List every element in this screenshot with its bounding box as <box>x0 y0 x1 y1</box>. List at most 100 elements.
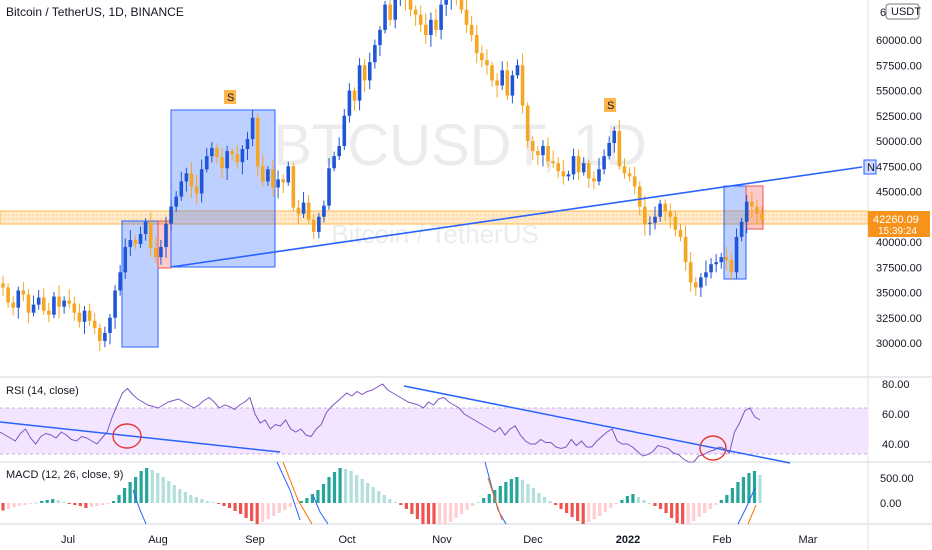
candle-body[interactable] <box>602 156 606 170</box>
candle-body[interactable] <box>16 290 21 308</box>
candle-body[interactable] <box>709 264 713 273</box>
candle-body[interactable] <box>220 157 224 169</box>
candle-body[interactable] <box>128 239 133 248</box>
candle-body[interactable] <box>648 222 652 224</box>
candle-body[interactable] <box>174 196 178 207</box>
candle-body[interactable] <box>286 166 291 183</box>
candle-body[interactable] <box>536 151 540 156</box>
candle-body[interactable] <box>133 239 138 245</box>
candle-body[interactable] <box>612 130 617 144</box>
candle-body[interactable] <box>245 138 250 150</box>
candle-body[interactable] <box>469 24 474 35</box>
candle-body[interactable] <box>678 229 683 237</box>
candle-body[interactable] <box>571 156 576 175</box>
candle-body[interactable] <box>525 105 530 141</box>
candle-body[interactable] <box>714 262 718 265</box>
currency-badge[interactable] <box>885 3 920 20</box>
candle-body[interactable] <box>357 65 362 101</box>
candle-body[interactable] <box>607 143 611 157</box>
candle-body[interactable] <box>423 24 428 35</box>
candle-body[interactable] <box>327 168 331 206</box>
candle-body[interactable] <box>587 163 591 179</box>
candle-body[interactable] <box>296 207 301 214</box>
price-axis[interactable]: 60000.00 57500.00 55000.00 52500.00 50000.00… <box>876 35 922 350</box>
candle-body[interactable] <box>164 223 168 248</box>
candle-body[interactable] <box>159 247 163 258</box>
candle-body[interactable] <box>653 216 657 223</box>
candle-body[interactable] <box>704 272 708 278</box>
candle-body[interactable] <box>444 0 448 5</box>
candle-body[interactable] <box>281 179 285 183</box>
candle-body[interactable] <box>347 90 352 116</box>
candle-body[interactable] <box>485 60 489 66</box>
candle-body[interactable] <box>668 211 673 217</box>
candle-body[interactable] <box>337 146 342 157</box>
candle-body[interactable] <box>627 173 632 177</box>
candle-body[interactable] <box>260 166 265 182</box>
candle-body[interactable] <box>143 221 148 234</box>
candle-body[interactable] <box>103 332 107 341</box>
candle-body[interactable] <box>194 186 199 194</box>
candle-body[interactable] <box>699 277 703 288</box>
candle-body[interactable] <box>235 154 240 163</box>
candle-body[interactable] <box>719 257 724 263</box>
rsi-breakout-circle-2[interactable] <box>699 435 727 461</box>
candle-body[interactable] <box>230 151 235 155</box>
bearish-box-2[interactable] <box>745 185 764 230</box>
candle-body[interactable] <box>464 9 469 25</box>
candle-body[interactable] <box>26 294 31 313</box>
candle-body[interactable] <box>21 290 26 295</box>
candle-body[interactable] <box>581 163 586 173</box>
candle-body[interactable] <box>418 14 423 25</box>
candle-body[interactable] <box>643 206 647 224</box>
signal-marker-1[interactable] <box>224 90 236 104</box>
candle-body[interactable] <box>97 327 102 341</box>
rsi-support-trendline[interactable] <box>0 421 281 453</box>
candle-body[interactable] <box>408 0 413 10</box>
candle-body[interactable] <box>500 70 505 86</box>
candle-body[interactable] <box>576 156 581 173</box>
candle-body[interactable] <box>556 163 561 172</box>
candle-body[interactable] <box>551 161 555 164</box>
candle-body[interactable] <box>301 202 306 214</box>
candle-body[interactable] <box>597 169 601 182</box>
time-axis[interactable]: Jul Aug Sep Oct Nov Dec 2022 Feb Mar <box>61 534 818 546</box>
candle-body[interactable] <box>306 202 311 220</box>
candle-body[interactable] <box>622 166 627 174</box>
candle-body[interactable] <box>6 287 10 303</box>
candle-body[interactable] <box>82 310 87 322</box>
candle-body[interactable] <box>225 151 229 169</box>
candle-body[interactable] <box>688 262 693 283</box>
candle-body[interactable] <box>729 260 734 273</box>
candle-body[interactable] <box>189 173 194 187</box>
candle-body[interactable] <box>311 219 316 232</box>
candle-body[interactable] <box>352 90 357 101</box>
candle-body[interactable] <box>87 310 92 321</box>
candle-body[interactable] <box>541 146 545 156</box>
candle-body[interactable] <box>210 148 214 157</box>
candle-body[interactable] <box>148 221 153 249</box>
candle-body[interactable] <box>378 29 382 46</box>
candle-body[interactable] <box>1 283 5 288</box>
candle-body[interactable] <box>520 65 525 106</box>
rsi-breakout-circle-1[interactable] <box>112 423 142 449</box>
candle-body[interactable] <box>169 206 173 224</box>
candle-body[interactable] <box>459 0 464 10</box>
candle-body[interactable] <box>566 174 571 177</box>
candle-body[interactable] <box>434 19 438 30</box>
candle-body[interactable] <box>658 203 662 217</box>
candle-body[interactable] <box>240 149 245 163</box>
candle-body[interactable] <box>383 4 387 30</box>
candle-body[interactable] <box>276 179 280 188</box>
candle-body[interactable] <box>62 300 66 307</box>
candle-body[interactable] <box>673 216 678 230</box>
candle-body[interactable] <box>118 272 122 291</box>
candle-body[interactable] <box>617 130 622 167</box>
candle-body[interactable] <box>515 65 520 76</box>
candle-body[interactable] <box>739 221 744 237</box>
candle-body[interactable] <box>184 173 189 182</box>
current-price-tag[interactable] <box>868 211 930 237</box>
candle-body[interactable] <box>632 176 637 187</box>
candle-body[interactable] <box>592 178 596 182</box>
candle-body[interactable] <box>367 62 372 81</box>
